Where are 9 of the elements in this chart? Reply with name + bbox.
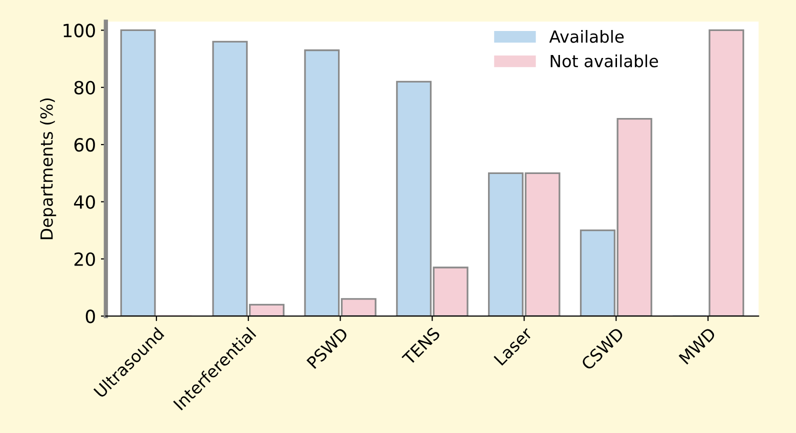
y-tick-label: 60 xyxy=(74,138,95,152)
y-tick-label: 40 xyxy=(74,195,95,209)
y-tick-label: 80 xyxy=(74,80,95,95)
y-tick-label: 100 xyxy=(64,24,95,38)
legend-label: Not available xyxy=(550,54,658,68)
y-tick-label: 20 xyxy=(74,252,95,266)
legend-label: Available xyxy=(549,30,624,43)
y-axis-title: Departments (%) xyxy=(40,98,56,240)
y-tick-label: 0 xyxy=(86,310,95,324)
